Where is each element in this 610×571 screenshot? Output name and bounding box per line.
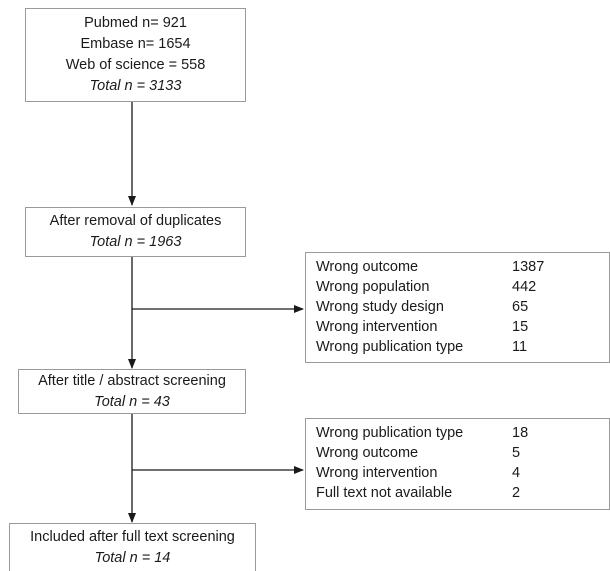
- exclusion-count: 15: [512, 319, 529, 335]
- exclusion-row: Wrong population 442: [316, 277, 609, 297]
- exclusion-row: Wrong publication type 11: [316, 337, 609, 357]
- screening-title: After title / abstract screening: [38, 372, 226, 389]
- exclusion-reason: Wrong intervention: [316, 319, 438, 335]
- exclusion-reason: Wrong outcome: [316, 259, 419, 275]
- exclusion-reason: Wrong publication type: [316, 339, 464, 355]
- sources-box: Pubmed n= 921 Embase n= 1654 Web of scie…: [25, 8, 246, 102]
- exclusion-reason: Wrong intervention: [316, 465, 438, 481]
- included-box: Included after full text screening Total…: [9, 523, 256, 571]
- exclusion-count: 65: [512, 299, 529, 315]
- exclusion-row: Wrong intervention 15: [316, 317, 609, 337]
- included-title: Included after full text screening: [30, 528, 235, 545]
- exclusion-reason: Wrong outcome: [316, 445, 419, 461]
- source-web-of-science: Web of science = 558: [65, 57, 206, 73]
- exclusion-row: Wrong publication type 18: [316, 423, 609, 443]
- exclusion-count: 18: [512, 425, 529, 441]
- screening-total: Total n = 43: [94, 393, 170, 410]
- exclusion-count: 11: [512, 339, 528, 355]
- exclusions-1-box: Wrong outcome 1387 Wrong population 442 Wron…: [305, 252, 610, 363]
- source-pubmed: Pubmed n= 921: [84, 15, 187, 31]
- exclusion-row: Wrong intervention 4: [316, 463, 609, 483]
- exclusions-2-box: Wrong publication type 18 Wrong outcome 5 Wr…: [305, 418, 610, 510]
- exclusion-count: 442: [512, 279, 537, 295]
- exclusion-reason: Wrong publication type: [316, 425, 464, 441]
- sources-total: Total n = 3133: [89, 78, 182, 94]
- exclusion-reason: Wrong study design: [316, 299, 444, 315]
- screening-box: After title / abstract screening Total n…: [18, 369, 246, 414]
- exclusion-row: Wrong study design 65: [316, 297, 609, 317]
- duplicates-box: After removal of duplicates Total n = 19…: [25, 207, 246, 257]
- exclusion-reason: Full text not available: [316, 485, 453, 501]
- exclusion-row: Wrong outcome 1387: [316, 257, 609, 277]
- exclusion-count: 5: [512, 445, 521, 461]
- exclusion-row: Wrong outcome 5: [316, 443, 609, 463]
- duplicates-total: Total n = 1963: [89, 234, 182, 250]
- source-embase: Embase n= 1654: [80, 36, 191, 52]
- exclusion-count: 1387: [512, 259, 545, 275]
- exclusion-reason: Wrong population: [316, 279, 430, 295]
- included-total: Total n = 14: [94, 549, 171, 566]
- exclusion-row: Full text not available 2: [316, 483, 609, 503]
- exclusion-count: 4: [512, 465, 521, 481]
- duplicates-title: After removal of duplicates: [49, 213, 222, 229]
- exclusion-count: 2: [512, 485, 521, 501]
